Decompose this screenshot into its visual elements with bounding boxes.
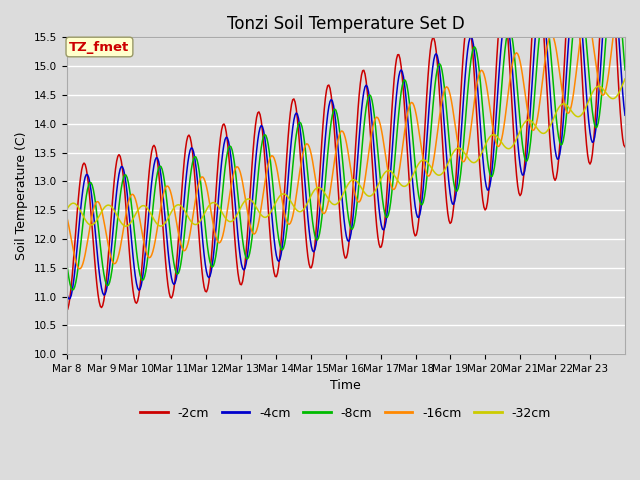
-16cm [63,213,70,219]
Line: -4cm: -4cm [67,0,625,299]
-16cm [621,2,629,8]
-16cm [474,75,482,81]
-16cm [403,114,411,120]
-32cm [63,207,70,213]
-2cm [63,308,70,314]
-4cm [403,106,411,112]
-32cm [300,207,307,213]
-16cm [571,81,579,86]
-8cm [237,227,245,233]
-2cm [375,241,383,247]
-2cm [236,281,244,287]
X-axis label: Time: Time [330,379,361,392]
Y-axis label: Soil Temperature (C): Soil Temperature (C) [15,132,28,260]
-32cm [474,156,482,162]
-4cm [621,112,629,118]
-8cm [68,287,76,293]
-4cm [63,289,70,295]
-16cm [376,121,384,127]
Title: Tonzi Soil Temperature Set D: Tonzi Soil Temperature Set D [227,15,465,33]
-8cm [474,58,482,64]
-8cm [300,130,307,136]
-4cm [300,158,307,164]
Line: -32cm: -32cm [67,79,625,226]
-32cm [376,178,384,184]
-8cm [403,83,411,88]
-2cm [402,125,410,131]
-4cm [474,91,482,97]
-16cm [76,266,83,272]
-2cm [473,116,481,122]
Legend: -2cm, -4cm, -8cm, -16cm, -32cm: -2cm, -4cm, -8cm, -16cm, -32cm [135,402,556,424]
-8cm [621,67,629,73]
-2cm [298,179,306,184]
Line: -8cm: -8cm [67,0,625,290]
-8cm [571,9,579,14]
-32cm [571,112,579,118]
-16cm [237,174,245,180]
Line: -16cm: -16cm [67,0,625,269]
-16cm [300,149,307,155]
-8cm [63,258,70,264]
-8cm [376,174,384,180]
Line: -2cm: -2cm [67,0,625,311]
-32cm [621,76,629,82]
-32cm [237,204,245,209]
-32cm [122,223,130,229]
-32cm [403,182,411,188]
-4cm [237,261,245,267]
Text: TZ_fmet: TZ_fmet [69,40,129,53]
-4cm [376,215,384,221]
-4cm [65,296,73,302]
-2cm [621,144,629,150]
